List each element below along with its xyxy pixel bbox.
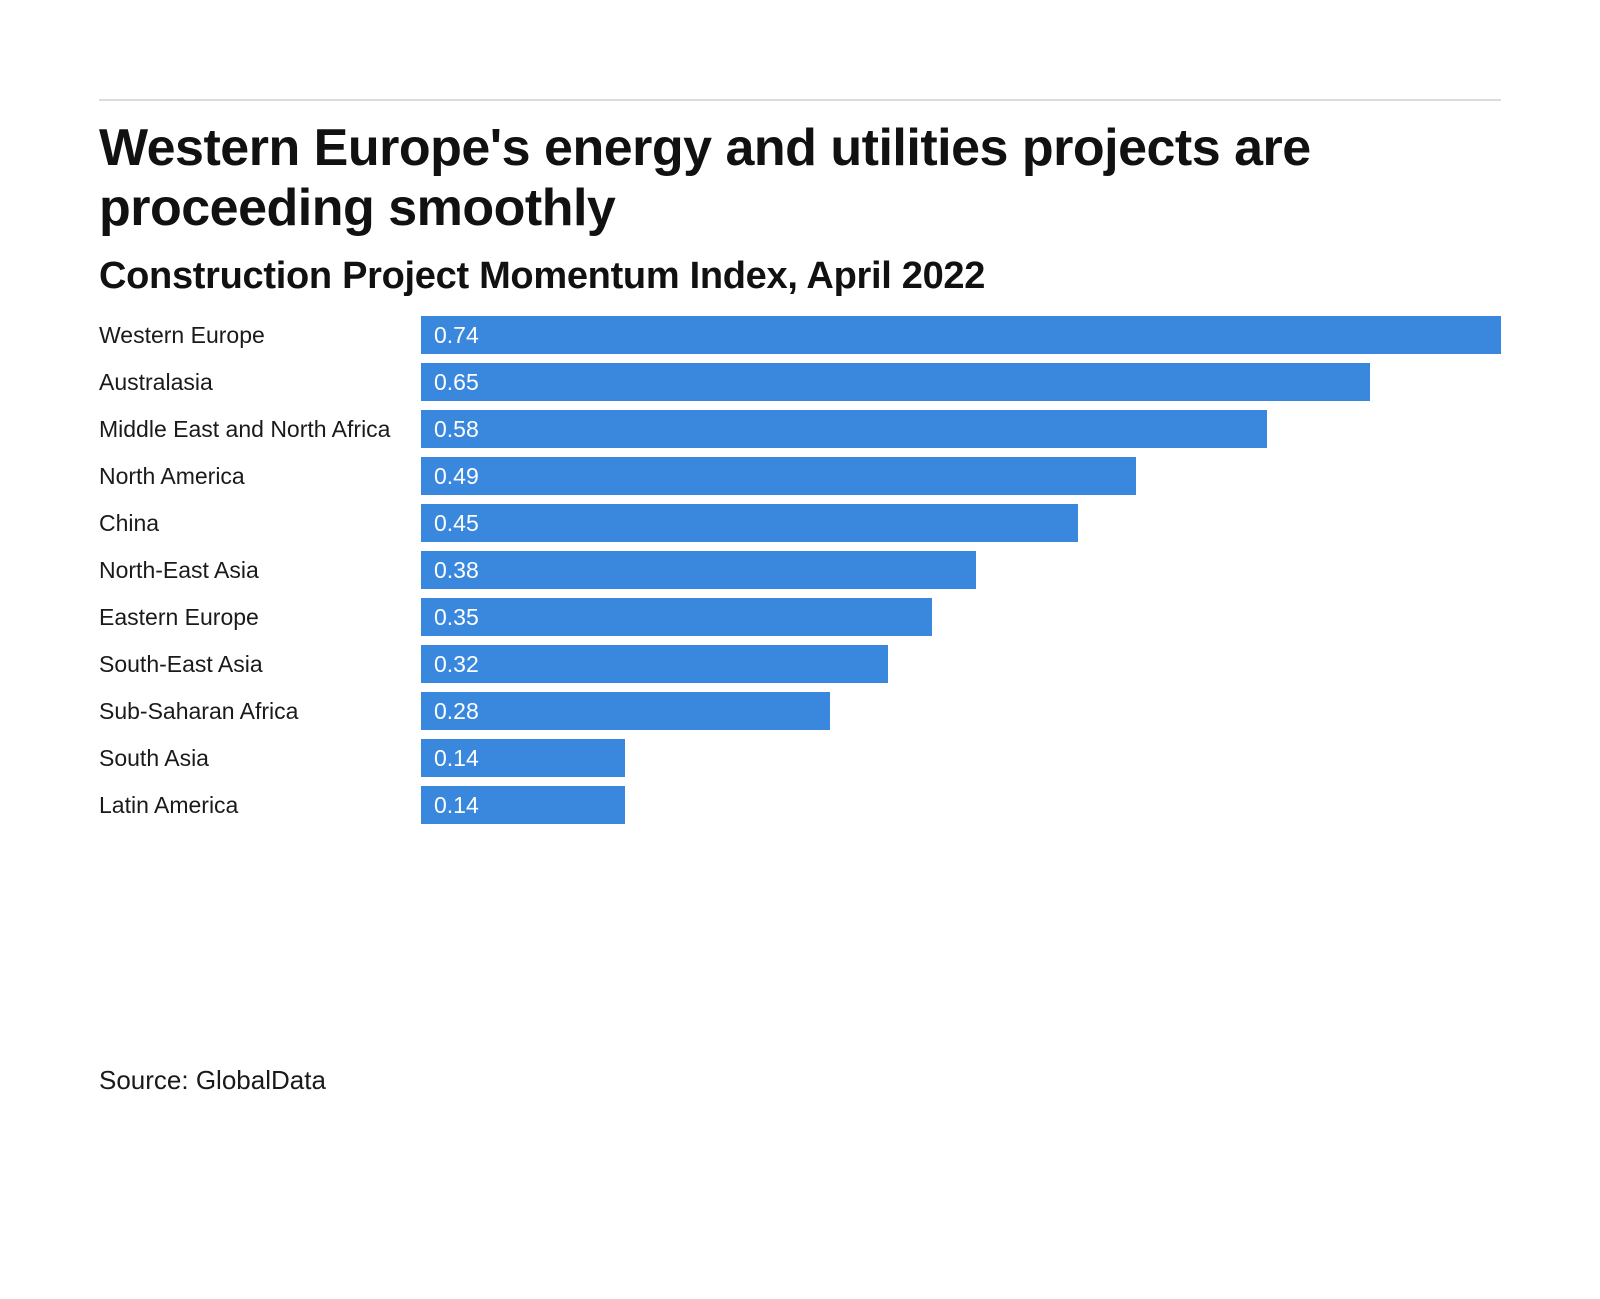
bar-chart: Western Europe 0.74 Australasia 0.65 Middle … <box>99 316 1501 824</box>
bar-track: 0.45 <box>421 504 1501 542</box>
chart-subtitle: Construction Project Momentum Index, Apr… <box>99 255 986 297</box>
chart-row: South-East Asia 0.32 <box>99 645 1501 683</box>
category-label: Western Europe <box>99 321 265 348</box>
title-line-1: Western Europe's energy and utilities pr… <box>99 119 1311 177</box>
bar-value-label: 0.14 <box>434 744 479 771</box>
bar[interactable]: 0.65 <box>421 363 1370 401</box>
bar-value-label: 0.74 <box>434 321 479 348</box>
infographic: Western Europe's energy and utilities pr… <box>0 99 1600 1299</box>
bar-value-label: 0.65 <box>434 368 479 395</box>
chart-row: North-East Asia 0.38 <box>99 551 1501 589</box>
top-divider <box>99 99 1501 101</box>
bar[interactable]: 0.49 <box>421 457 1137 495</box>
bar-value-label: 0.45 <box>434 509 479 536</box>
bar-track: 0.32 <box>421 645 1501 683</box>
page-title: Western Europe's energy and utilities pr… <box>99 118 1501 238</box>
bar-track: 0.38 <box>421 551 1501 589</box>
bar-track: 0.28 <box>421 692 1501 730</box>
chart-row: North America 0.49 <box>99 457 1501 495</box>
bar-value-label: 0.49 <box>434 462 479 489</box>
bar[interactable]: 0.74 <box>421 316 1501 354</box>
bar-track: 0.58 <box>421 410 1501 448</box>
bar-track: 0.14 <box>421 739 1501 777</box>
category-label: Eastern Europe <box>99 603 259 630</box>
chart-row: Latin America 0.14 <box>99 786 1501 824</box>
category-label: Sub-Saharan Africa <box>99 697 299 724</box>
bar-track: 0.14 <box>421 786 1501 824</box>
bar-value-label: 0.58 <box>434 415 479 442</box>
chart-row: Australasia 0.65 <box>99 363 1501 401</box>
bar[interactable]: 0.45 <box>421 504 1078 542</box>
category-label: South-East Asia <box>99 650 263 677</box>
chart-row: South Asia 0.14 <box>99 739 1501 777</box>
category-label: Latin America <box>99 791 239 818</box>
chart-row: Eastern Europe 0.35 <box>99 598 1501 636</box>
bar-value-label: 0.28 <box>434 697 479 724</box>
category-label: North-East Asia <box>99 556 259 583</box>
bar[interactable]: 0.38 <box>421 551 976 589</box>
source-note: Source: GlobalData <box>99 1065 326 1095</box>
category-label: China <box>99 509 160 536</box>
category-label: Middle East and North Africa <box>99 415 391 442</box>
chart-row: Sub-Saharan Africa 0.28 <box>99 692 1501 730</box>
chart-row: Western Europe 0.74 <box>99 316 1501 354</box>
chart-row: China 0.45 <box>99 504 1501 542</box>
bar[interactable]: 0.32 <box>421 645 889 683</box>
bar-value-label: 0.14 <box>434 791 479 818</box>
bar[interactable]: 0.14 <box>421 739 626 777</box>
bar-value-label: 0.38 <box>434 556 479 583</box>
bar-track: 0.65 <box>421 363 1501 401</box>
title-line-2: proceeding smoothly <box>99 179 616 237</box>
bar-track: 0.49 <box>421 457 1501 495</box>
category-label: South Asia <box>99 744 209 771</box>
bar-track: 0.35 <box>421 598 1501 636</box>
bar[interactable]: 0.58 <box>421 410 1268 448</box>
bar[interactable]: 0.14 <box>421 786 626 824</box>
bar-track: 0.74 <box>421 316 1501 354</box>
chart-row: Middle East and North Africa 0.58 <box>99 410 1501 448</box>
bar[interactable]: 0.28 <box>421 692 830 730</box>
category-label: North America <box>99 462 245 489</box>
bar-value-label: 0.32 <box>434 650 479 677</box>
bar[interactable]: 0.35 <box>421 598 932 636</box>
category-label: Australasia <box>99 368 213 395</box>
bar-value-label: 0.35 <box>434 603 479 630</box>
